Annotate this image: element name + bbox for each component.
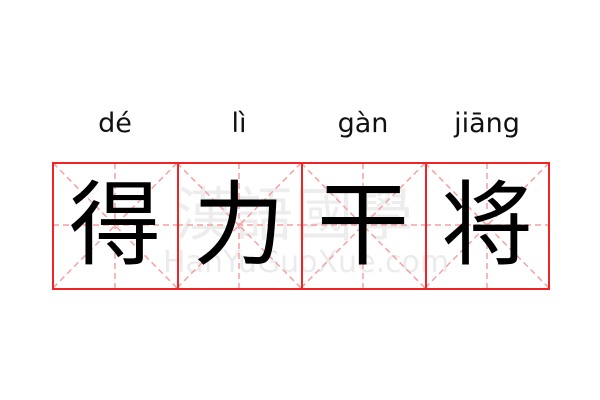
char-box-1: 得 (53, 163, 177, 288)
grid-guides (425, 163, 549, 288)
pinyin-2: lì (231, 108, 247, 139)
pinyin-1: dé (98, 108, 132, 139)
grid-guides (301, 163, 425, 288)
grid-guides (53, 163, 177, 288)
grid-guides (177, 163, 301, 288)
char-box-3: 干 (301, 163, 425, 288)
pinyin-4: jiāng (454, 108, 520, 139)
char-box-2: 力 (177, 163, 301, 288)
watermark-latin: HanYuGuoXue.com (163, 245, 450, 280)
character-3: 干 (316, 172, 409, 279)
character-2: 力 (192, 172, 285, 279)
char-box-4: 将 (425, 163, 549, 288)
character-4: 将 (440, 172, 533, 279)
character-1: 得 (68, 172, 161, 279)
pinyin-3: gàn (337, 108, 389, 139)
